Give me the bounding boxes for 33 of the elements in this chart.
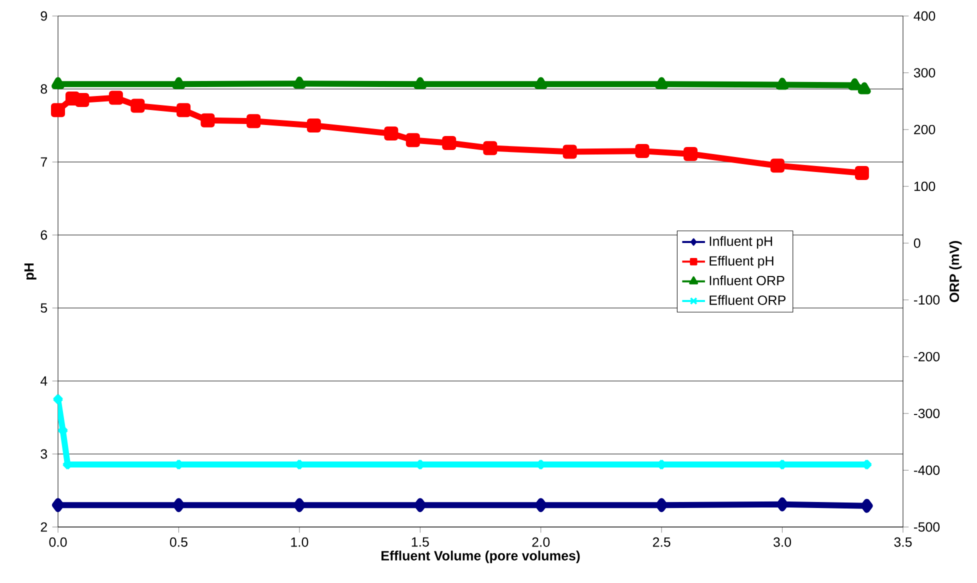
- y-tick-label: 8: [40, 84, 48, 94]
- x-axis-title: Effluent Volume (pore volumes): [382, 550, 580, 564]
- x-tick-label: 2.5: [652, 537, 670, 547]
- y-axis-title: pH: [24, 264, 36, 280]
- y-tick-label: 6: [40, 230, 48, 240]
- legend-label: Influent ORP: [710, 276, 784, 286]
- x-tick-label: 0.0: [49, 537, 67, 547]
- y-tick-label: 9: [40, 11, 47, 21]
- x-tick-label: 3.0: [774, 537, 792, 547]
- y-tick-label: 3: [40, 449, 48, 459]
- y-tick-label: 7: [40, 157, 47, 167]
- y-tick-label: 4: [40, 376, 48, 386]
- x-tick-label: 2.0: [532, 537, 550, 547]
- y2-tick-label: -500: [914, 522, 940, 532]
- y2-axis-title: ORP (mV): [949, 241, 962, 302]
- y2-tick-label: -100: [914, 295, 940, 305]
- y2-tick-label: 200: [914, 124, 936, 134]
- y2-tick-label: -300: [914, 408, 940, 418]
- legend-label: Effluent ORP: [710, 295, 786, 305]
- x-tick-label: 1.0: [291, 537, 308, 547]
- y2-tick-label: 0: [914, 238, 920, 248]
- x-tick-label: 3.5: [894, 537, 912, 547]
- y2-tick-label: -200: [914, 352, 940, 362]
- legend-label: Influent pH: [710, 236, 772, 249]
- x-tick-label: 1.5: [412, 537, 429, 547]
- y2-tick-label: 300: [914, 68, 936, 78]
- legend-label: Effluent pH: [710, 256, 774, 268]
- y-tick-label: 5: [40, 303, 48, 313]
- x-tick-label: 0.5: [170, 537, 188, 547]
- y2-tick-label: 400: [914, 11, 936, 21]
- y2-tick-label: 100: [914, 182, 936, 192]
- y2-tick-label: -400: [914, 466, 940, 475]
- y-tick-label: 2: [40, 522, 47, 532]
